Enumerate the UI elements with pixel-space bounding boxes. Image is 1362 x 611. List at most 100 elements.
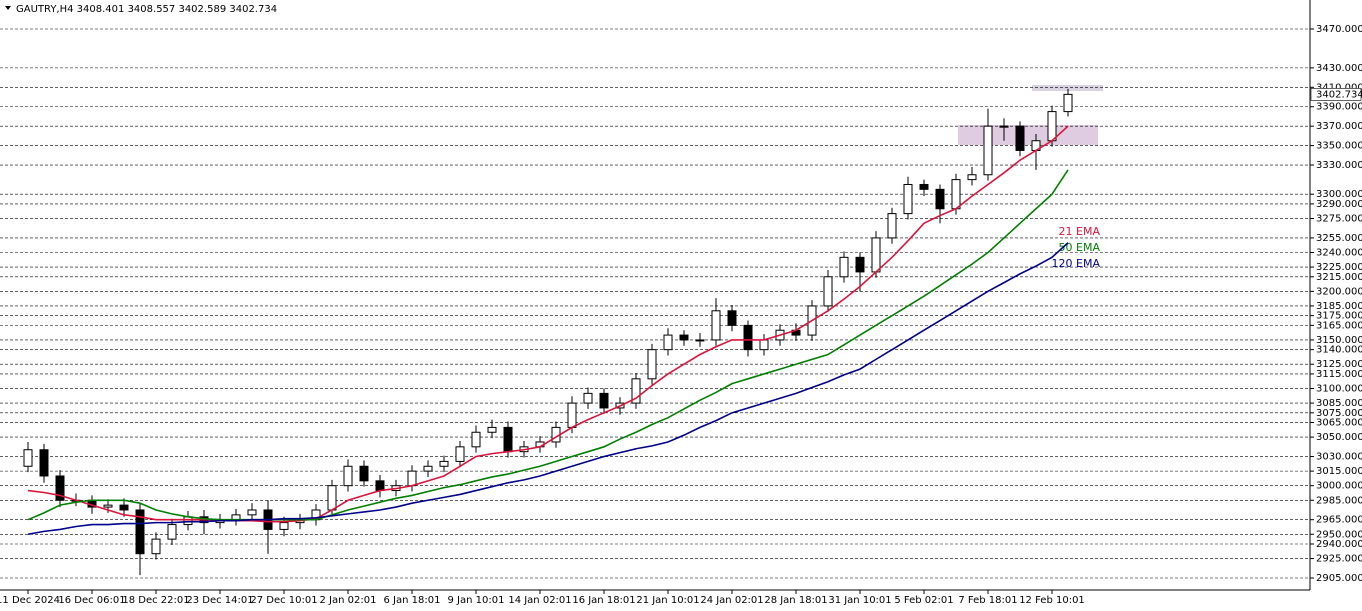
- y-tick-label: 3290.000: [1316, 199, 1362, 210]
- x-tick-label: 7 Feb 18:01: [958, 595, 1017, 606]
- x-tick-label: 14 Jan 02:01: [508, 595, 571, 606]
- y-tick-label: 3300.000: [1316, 189, 1362, 200]
- candle-body: [871, 237, 881, 273]
- y-tick-label: 3000.000: [1316, 481, 1362, 492]
- candle-body: [407, 470, 417, 487]
- candle-body: [583, 392, 593, 404]
- candle-body: [711, 310, 721, 341]
- y-tick-label: 3065.000: [1316, 418, 1362, 429]
- candle-body: [951, 179, 961, 210]
- y-tick-label: 3255.000: [1316, 233, 1362, 244]
- candle-body: [999, 125, 1009, 128]
- last-price-label: 3402.734: [1316, 89, 1362, 100]
- last-price-box: [1310, 88, 1362, 101]
- x-tick-label: 31 Jan 10:01: [828, 595, 891, 606]
- y-tick-label: 2950.000: [1316, 529, 1362, 540]
- candle-body: [39, 449, 49, 477]
- y-tick-label: 3085.000: [1316, 398, 1362, 409]
- candle-body: [663, 334, 673, 351]
- legend-label: 21 EMA: [1059, 225, 1101, 238]
- candle-body: [823, 276, 833, 307]
- demand-zone: [958, 125, 1098, 145]
- ema-line: [27, 242, 1069, 536]
- y-tick-label: 3390.000: [1316, 102, 1362, 113]
- candle-body: [135, 509, 145, 555]
- x-tick-label: 18 Dec 22:01: [122, 595, 189, 606]
- candle-body: [647, 349, 657, 380]
- x-tick-label: 11 Dec 2024: [0, 595, 60, 606]
- candle-body: [359, 465, 369, 482]
- candle-body: [487, 426, 497, 433]
- candle-body: [631, 378, 641, 404]
- legend-label: 50 EMA: [1059, 241, 1101, 254]
- candle-body: [935, 188, 945, 210]
- y-tick-label: 3140.000: [1316, 345, 1362, 356]
- candle-body: [967, 174, 977, 181]
- candle-body: [599, 392, 609, 409]
- candle-body: [423, 465, 433, 472]
- y-tick-label: 3410.000: [1316, 82, 1362, 93]
- candle-body: [23, 449, 33, 467]
- candle-body: [327, 485, 337, 511]
- candle-body: [279, 522, 289, 530]
- candle-body: [55, 475, 65, 501]
- candle-body: [1063, 93, 1073, 113]
- y-tick-label: 3215.000: [1316, 272, 1362, 283]
- candle-body: [855, 256, 865, 273]
- candle-body: [471, 431, 481, 448]
- y-tick-label: 3115.000: [1316, 369, 1362, 380]
- candle-body: [375, 480, 385, 492]
- y-tick-label: 3165.000: [1316, 320, 1362, 331]
- candle-body: [183, 516, 193, 526]
- x-tick-label: 2 Jan 02:01: [320, 595, 377, 606]
- y-tick-label: 3125.000: [1316, 359, 1362, 370]
- y-tick-label: 2940.000: [1316, 539, 1362, 550]
- x-tick-label: 9 Jan 10:01: [448, 595, 505, 606]
- y-tick-label: 3075.000: [1316, 408, 1362, 419]
- candle-body: [839, 256, 849, 278]
- candle-body: [455, 446, 465, 462]
- y-tick-label: 3150.000: [1316, 335, 1362, 346]
- legend-label: 120 EMA: [1052, 257, 1101, 270]
- y-tick-label: 2905.000: [1316, 573, 1362, 584]
- candle-body: [439, 460, 449, 467]
- y-tick-label: 3185.000: [1316, 301, 1362, 312]
- x-tick-label: 27 Dec 10:01: [250, 595, 317, 606]
- y-tick-label: 3275.000: [1316, 213, 1362, 224]
- chart-title: GAUTRY,H4 3408.401 3408.557 3402.589 340…: [16, 4, 277, 15]
- x-tick-label: 21 Jan 10:01: [636, 595, 699, 606]
- y-tick-label: 3430.000: [1316, 63, 1362, 74]
- candle-body: [983, 125, 993, 176]
- x-tick-label: 28 Jan 18:01: [764, 595, 827, 606]
- y-tick-label: 3240.000: [1316, 247, 1362, 258]
- candle-body: [759, 339, 769, 351]
- x-tick-label: 16 Jan 18:01: [572, 595, 635, 606]
- candle-body: [743, 324, 753, 351]
- candle-body: [1015, 125, 1025, 151]
- candle-body: [167, 524, 177, 540]
- y-tick-label: 2925.000: [1316, 554, 1362, 565]
- y-tick-label: 3370.000: [1316, 121, 1362, 132]
- y-tick-label: 2965.000: [1316, 515, 1362, 526]
- y-tick-label: 3050.000: [1316, 432, 1362, 443]
- candle-body: [119, 504, 129, 511]
- y-tick-label: 3015.000: [1316, 466, 1362, 477]
- candle-body: [903, 183, 913, 215]
- candle-body: [151, 538, 161, 555]
- x-tick-label: 16 Dec 06:01: [58, 595, 125, 606]
- y-tick-label: 3350.000: [1316, 141, 1362, 152]
- candle-body: [103, 504, 113, 508]
- y-tick-label: 3030.000: [1316, 452, 1362, 463]
- x-tick-label: 5 Feb 02:01: [894, 595, 953, 606]
- y-tick-label: 2985.000: [1316, 495, 1362, 506]
- candle-body: [567, 402, 577, 428]
- candle-body: [695, 339, 705, 342]
- y-tick-label: 3330.000: [1316, 160, 1362, 171]
- x-tick-label: 23 Dec 14:01: [186, 595, 253, 606]
- x-tick-label: 12 Feb 10:01: [1019, 595, 1085, 606]
- y-tick-label: 3470.000: [1316, 24, 1362, 35]
- supply-zone: [1032, 85, 1103, 91]
- y-tick-label: 3175.000: [1316, 311, 1362, 322]
- y-tick-label: 3200.000: [1316, 286, 1362, 297]
- ema-line: [27, 169, 1069, 521]
